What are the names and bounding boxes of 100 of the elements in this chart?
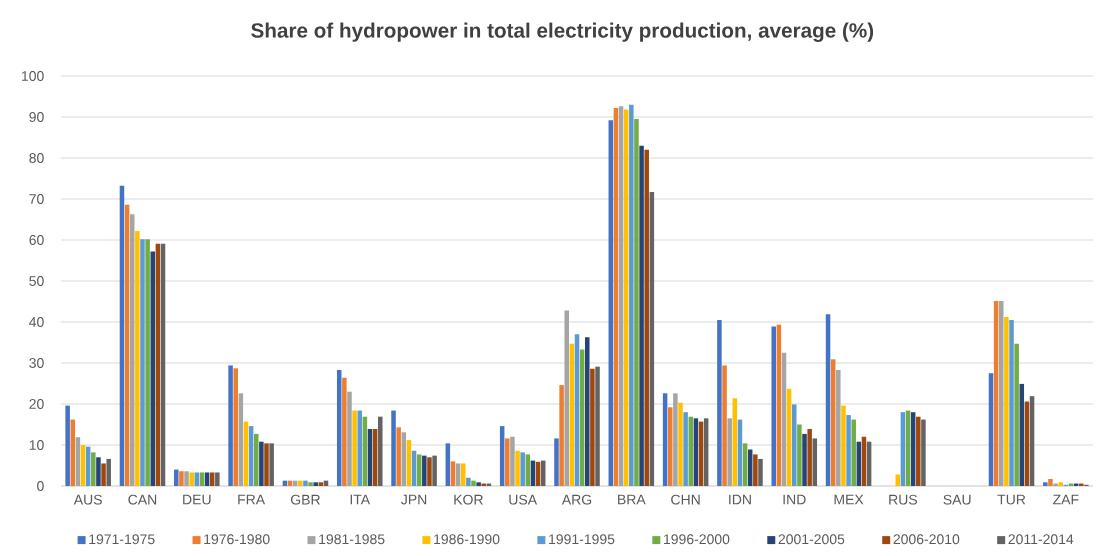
bar bbox=[1043, 482, 1048, 486]
x-tick-label: ZAF bbox=[1053, 494, 1079, 505]
bar bbox=[476, 482, 481, 486]
bar bbox=[427, 457, 432, 486]
bar bbox=[634, 119, 639, 486]
bar bbox=[846, 415, 851, 486]
x-tick-label: ITA bbox=[350, 494, 371, 505]
bar bbox=[189, 472, 194, 486]
x-tick-label: AUS bbox=[73, 494, 102, 505]
bar bbox=[678, 402, 683, 486]
bar bbox=[259, 441, 264, 486]
bar bbox=[1004, 317, 1009, 486]
bar bbox=[264, 443, 269, 486]
bar bbox=[1058, 482, 1063, 486]
bar bbox=[391, 410, 396, 486]
x-tick-label: IND bbox=[783, 494, 806, 505]
bar bbox=[639, 145, 644, 486]
bar bbox=[342, 377, 347, 486]
x-tick-label: TUR bbox=[997, 494, 1026, 505]
x-tick-label: MEX bbox=[834, 494, 864, 505]
bar bbox=[520, 452, 525, 486]
legend-label: 1996-2000 bbox=[664, 534, 730, 545]
bar bbox=[106, 458, 111, 486]
x-tick-label: JPN bbox=[401, 494, 427, 505]
legend-label: 1991-1995 bbox=[549, 534, 615, 545]
bar bbox=[471, 480, 476, 486]
y-tick-label: 0 bbox=[37, 481, 44, 491]
bar bbox=[140, 239, 145, 486]
bar bbox=[450, 461, 456, 486]
bar bbox=[717, 319, 722, 486]
bar bbox=[1009, 319, 1014, 486]
bar bbox=[747, 449, 753, 486]
bar bbox=[199, 472, 205, 486]
bar bbox=[807, 428, 812, 486]
bar bbox=[318, 482, 324, 486]
bar bbox=[554, 438, 559, 486]
bar bbox=[510, 436, 515, 486]
chart-title: Share of hydropower in total electricity production, average (%) bbox=[251, 22, 874, 42]
bar bbox=[564, 310, 569, 486]
y-tick-label: 80 bbox=[29, 153, 44, 163]
y-tick-label: 30 bbox=[29, 358, 44, 368]
bar bbox=[416, 454, 422, 486]
bar bbox=[432, 455, 437, 486]
bar bbox=[836, 369, 841, 486]
legend-label: 2001-2005 bbox=[778, 534, 845, 545]
bar bbox=[841, 405, 846, 486]
bar bbox=[559, 385, 564, 486]
bar bbox=[590, 368, 595, 486]
bar bbox=[585, 337, 590, 486]
x-tick-label: RUS bbox=[889, 494, 918, 505]
bar bbox=[194, 472, 200, 486]
bar bbox=[378, 416, 383, 486]
bar bbox=[65, 405, 70, 486]
bar bbox=[228, 365, 233, 486]
legend-label: 1971-1975 bbox=[89, 534, 155, 545]
bar bbox=[771, 326, 776, 486]
bar bbox=[797, 424, 802, 486]
y-tick-label: 50 bbox=[29, 276, 44, 286]
bar bbox=[96, 457, 101, 486]
x-tick-label: CHN bbox=[671, 494, 700, 505]
x-tick-label: IDN bbox=[729, 494, 751, 505]
bar bbox=[308, 482, 313, 486]
bar bbox=[466, 477, 471, 486]
bar bbox=[595, 366, 600, 486]
bar bbox=[204, 472, 210, 486]
bar bbox=[174, 469, 179, 486]
bar bbox=[999, 301, 1004, 486]
bar bbox=[629, 104, 634, 486]
y-tick-label: 10 bbox=[29, 440, 44, 450]
y-tick-label: 40 bbox=[29, 317, 44, 327]
bar bbox=[150, 251, 156, 486]
bar bbox=[758, 458, 763, 486]
bar bbox=[184, 471, 189, 486]
bar bbox=[179, 471, 184, 486]
bar bbox=[802, 433, 807, 486]
bar bbox=[352, 410, 357, 486]
x-tick-label: KOR bbox=[454, 494, 483, 505]
bar bbox=[851, 419, 856, 486]
y-tick-label: 60 bbox=[29, 235, 44, 245]
bar bbox=[303, 480, 308, 486]
x-tick-label: BRA bbox=[618, 494, 646, 505]
bar bbox=[91, 452, 96, 486]
x-tick-label: FRA bbox=[238, 494, 266, 505]
bar bbox=[1014, 343, 1019, 486]
bar bbox=[460, 463, 466, 486]
bar bbox=[233, 368, 238, 486]
legend-label: 2011-2014 bbox=[1008, 534, 1074, 545]
bar bbox=[727, 418, 732, 486]
bar bbox=[269, 443, 274, 486]
bar bbox=[792, 404, 797, 486]
bar bbox=[525, 454, 531, 486]
bar bbox=[644, 149, 649, 486]
x-tick-label: DEU bbox=[183, 494, 211, 505]
bar bbox=[215, 472, 220, 486]
y-tick-label: 100 bbox=[22, 71, 44, 81]
bar bbox=[422, 455, 427, 486]
bar bbox=[101, 463, 106, 486]
bar bbox=[515, 450, 520, 486]
legend-label: 1976-1980 bbox=[204, 534, 270, 545]
bar bbox=[683, 412, 688, 486]
